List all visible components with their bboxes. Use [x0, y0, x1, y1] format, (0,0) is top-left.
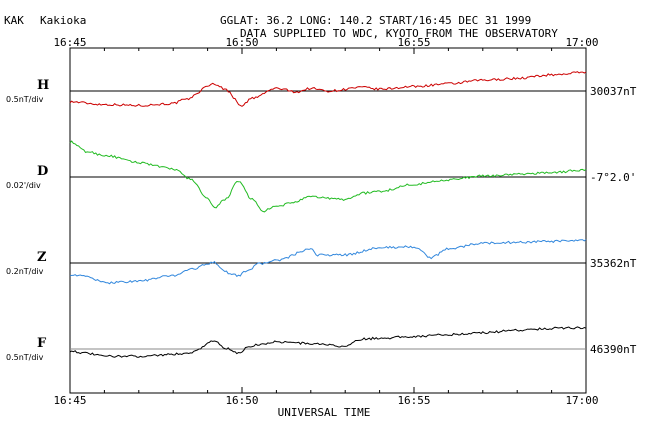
scale-label-d: 0.02'/div [6, 181, 41, 190]
plot-frame [69, 47, 587, 394]
top-tick-label: 16:45 [53, 36, 86, 49]
scale-label-h: 0.5nT/div [6, 95, 44, 104]
traces [69, 71, 587, 358]
station-name: Kakioka [40, 14, 86, 27]
trace-z [69, 239, 587, 285]
bottom-tick-label: 16:55 [397, 394, 430, 407]
bottom-tick-label: 16:45 [53, 394, 86, 407]
top-tick-label: 17:00 [565, 36, 598, 49]
top-tick-label: 16:55 [397, 36, 430, 49]
bottom-tick-label: 16:50 [225, 394, 258, 407]
trace-d [69, 140, 587, 213]
component-label-d: D [37, 164, 48, 179]
baselines [70, 90, 586, 350]
x-axis-title: UNIVERSAL TIME [278, 406, 371, 419]
tick-marks [69, 48, 587, 393]
scale-label-z: 0.2nT/div [6, 267, 44, 276]
bottom-tick-label: 17:00 [565, 394, 598, 407]
component-label-h: H [37, 78, 49, 93]
coords-line: GGLAT: 36.2 LONG: 140.2 START/16:45 DEC … [220, 14, 531, 27]
component-label-f: F [37, 336, 47, 351]
component-label-z: Z [37, 250, 47, 265]
trace-f [69, 326, 587, 358]
baseline-value-d: -7°2.0' [590, 171, 636, 184]
scale-label-f: 0.5nT/div [6, 353, 44, 362]
baseline-value-z: 35362nT [590, 257, 637, 270]
baseline-value-f: 46390nT [590, 343, 637, 356]
source-line: DATA SUPPLIED TO WDC, KYOTO FROM THE OBS… [240, 27, 558, 40]
trace-h [69, 71, 587, 107]
top-tick-label: 16:50 [225, 36, 258, 49]
station-code: KAK [4, 14, 24, 27]
baseline-value-h: 30037nT [590, 85, 637, 98]
